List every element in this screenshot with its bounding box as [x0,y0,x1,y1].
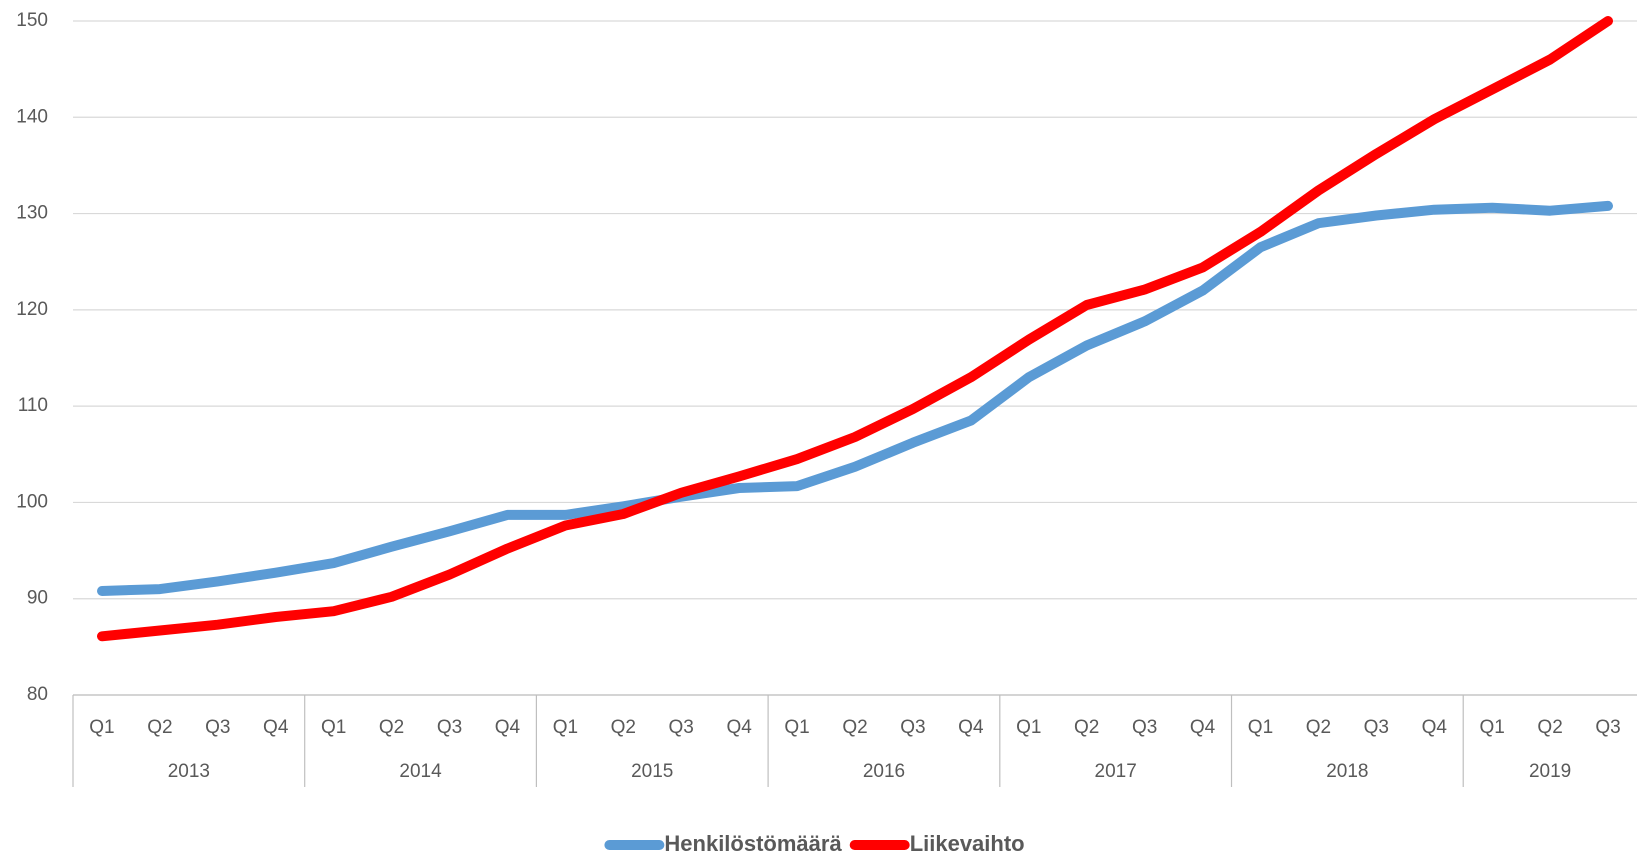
x-tick-label: Q4 [1422,717,1448,738]
x-group-label: 2014 [399,761,442,782]
y-tick-label: 80 [27,684,48,705]
x-tick-label: Q4 [495,717,521,738]
x-tick-label: Q1 [784,717,809,738]
y-tick-label: 150 [16,10,48,31]
legend-label: Henkilöstömäärä [664,831,842,856]
x-group-label: 2016 [863,761,905,782]
x-tick-label: Q4 [726,717,752,738]
x-group-label: 2018 [1326,761,1368,782]
y-tick-label: 130 [16,203,48,224]
y-tick-label: 90 [27,588,48,609]
x-tick-label: Q1 [1248,717,1273,738]
x-tick-label: Q1 [1480,717,1505,738]
x-tick-label: Q3 [205,717,230,738]
x-group-label: 2019 [1529,761,1571,782]
x-tick-label: Q3 [1364,717,1389,738]
x-group-label: 2017 [1095,761,1137,782]
series-line [97,16,1613,642]
x-tick-label: Q3 [1132,717,1157,738]
y-tick-label: 120 [16,299,48,320]
x-tick-label: Q2 [611,717,636,738]
y-tick-label: 100 [16,491,48,512]
x-tick-label: Q3 [669,717,694,738]
y-tick-label: 110 [18,395,48,416]
x-tick-label: Q2 [1074,717,1099,738]
x-tick-label: Q4 [1190,717,1216,738]
legend: Henkilöstömäärä Liikevaihto [604,831,1025,856]
x-group-label: 2015 [631,761,673,782]
x-tick-label: Q4 [958,717,984,738]
x-tick-label: Q2 [1537,717,1562,738]
x-tick-label: Q4 [263,717,289,738]
x-tick-label: Q2 [147,717,172,738]
legend-label: Liikevaihto [910,831,1025,856]
x-tick-label: Q1 [321,717,346,738]
x-tick-label: Q2 [1306,717,1331,738]
x-tick-label: Q2 [379,717,404,738]
x-tick-label: Q3 [900,717,925,738]
y-tick-label: 140 [16,106,48,127]
x-tick-label: Q1 [1016,717,1041,738]
x-tick-label: Q3 [1595,717,1620,738]
x-tick-label: Q2 [842,717,867,738]
x-tick-label: Q1 [89,717,114,738]
x-tick-label: Q3 [437,717,462,738]
series-line [97,200,1613,596]
x-group-label: 2013 [168,761,210,782]
x-tick-label: Q1 [553,717,578,738]
